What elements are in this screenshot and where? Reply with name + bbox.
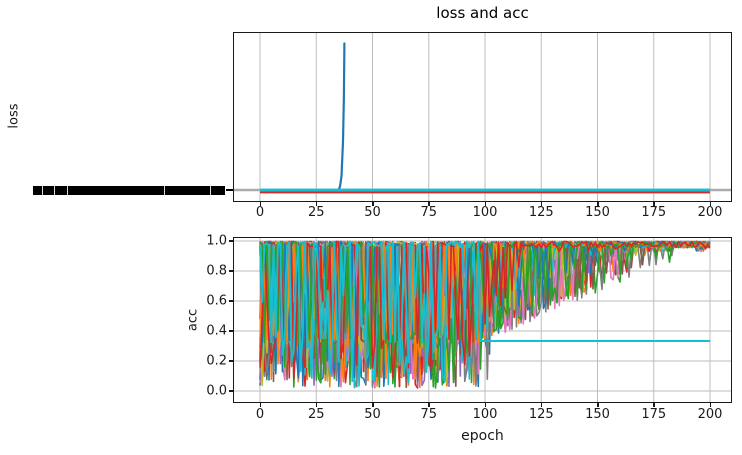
loss-xtickmark-200 — [709, 202, 711, 206]
acc-plot-area — [233, 237, 732, 403]
blob-gap — [54, 186, 55, 195]
acc-ytick-0.4: 0.4 — [206, 323, 227, 339]
acc-xtickmark-25 — [315, 403, 318, 407]
loss-xtick-175: 175 — [641, 205, 667, 220]
acc-xtick-150: 150 — [585, 407, 610, 422]
acc-xtickmark-200 — [709, 403, 711, 407]
loss-xtickmark-100 — [484, 202, 486, 206]
loss-xtick-100: 100 — [472, 205, 498, 220]
acc-xtick-75: 75 — [420, 407, 438, 422]
loss-y-axis-label: loss — [6, 103, 22, 129]
acc-ytickmark-0.2 — [229, 360, 233, 362]
loss-xtickmark-75 — [428, 202, 430, 206]
acc-ytickmark-0.0 — [229, 390, 233, 392]
acc-chart-canvas — [234, 238, 731, 402]
acc-ytick-0.2: 0.2 — [206, 353, 227, 369]
loss-xtick-75: 75 — [420, 205, 438, 220]
acc-xtickmark-0 — [259, 403, 261, 407]
blob-gap — [42, 186, 43, 195]
loss-xtick-25: 25 — [307, 205, 325, 220]
acc-xtick-100: 100 — [472, 407, 498, 422]
loss-xtick-50: 50 — [364, 205, 381, 220]
blob-gap — [67, 186, 68, 195]
acc-xtick-50: 50 — [364, 407, 381, 422]
acc-xtickmark-125 — [540, 403, 543, 407]
acc-ytickmark-0.6 — [229, 300, 233, 302]
acc-ytick-1.0: 1.0 — [206, 233, 227, 249]
loss-plot-area — [233, 32, 732, 202]
acc-ytickmark-1.0 — [229, 240, 233, 242]
acc-ytick-0.0: 0.0 — [206, 383, 227, 399]
loss-chart-canvas — [234, 33, 731, 201]
loss-xtick-150: 150 — [585, 205, 610, 220]
loss-xtickmark-25 — [315, 202, 318, 206]
acc-xtick-200: 200 — [697, 407, 723, 422]
loss-xtickmark-0 — [259, 202, 261, 206]
acc-ytickmark-0.8 — [229, 270, 233, 272]
loss-xtickmark-175 — [653, 202, 655, 206]
x-axis-label: epoch — [461, 428, 504, 444]
acc-xtick-0: 0 — [255, 407, 265, 422]
flat-0.33-run — [259, 240, 710, 383]
acc-ytickmark-0.4 — [229, 330, 233, 332]
acc-xtick-125: 125 — [528, 407, 554, 422]
acc-ytick-0.8: 0.8 — [206, 263, 227, 279]
acc-ytick-0.6: 0.6 — [206, 293, 227, 309]
acc-xtickmark-50 — [372, 403, 374, 407]
acc-xtick-175: 175 — [641, 407, 667, 422]
loss-xtick-125: 125 — [528, 205, 554, 220]
acc-xtickmark-175 — [653, 403, 655, 407]
loss-xtickmark-150 — [597, 202, 599, 206]
acc-xtick-25: 25 — [307, 407, 325, 422]
chart-title: loss and acc — [436, 4, 529, 22]
loss-y-tick-mark — [226, 189, 233, 191]
blob-gap — [164, 186, 165, 195]
diverging-loss — [337, 42, 346, 192]
acc-xtickmark-100 — [484, 403, 486, 407]
acc-xtickmark-150 — [597, 403, 599, 407]
overlapping-ytick-labels-blob — [33, 186, 225, 195]
acc-xtickmark-75 — [428, 403, 430, 407]
loss-xtick-200: 200 — [697, 205, 723, 220]
loss-xtickmark-125 — [540, 202, 543, 206]
loss-xtick-0: 0 — [255, 205, 265, 220]
loss-xtickmark-50 — [372, 202, 374, 206]
blob-gap — [210, 186, 211, 195]
